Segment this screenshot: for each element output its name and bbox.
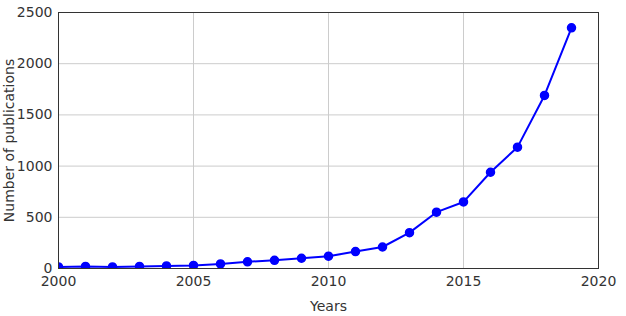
svg-text:2010: 2010 (311, 273, 347, 289)
svg-text:1500: 1500 (17, 106, 53, 122)
svg-text:0: 0 (43, 260, 53, 276)
svg-text:2005: 2005 (176, 273, 212, 289)
svg-text:1000: 1000 (17, 158, 53, 174)
svg-text:2015: 2015 (446, 273, 482, 289)
svg-text:Years: Years (309, 298, 347, 314)
svg-text:2500: 2500 (17, 4, 53, 20)
svg-text:500: 500 (26, 209, 53, 225)
svg-text:2000: 2000 (17, 55, 53, 71)
svg-text:2020: 2020 (581, 273, 617, 289)
svg-text:2000: 2000 (41, 273, 77, 289)
svg-text:Number of publications: Number of publications (1, 59, 17, 222)
